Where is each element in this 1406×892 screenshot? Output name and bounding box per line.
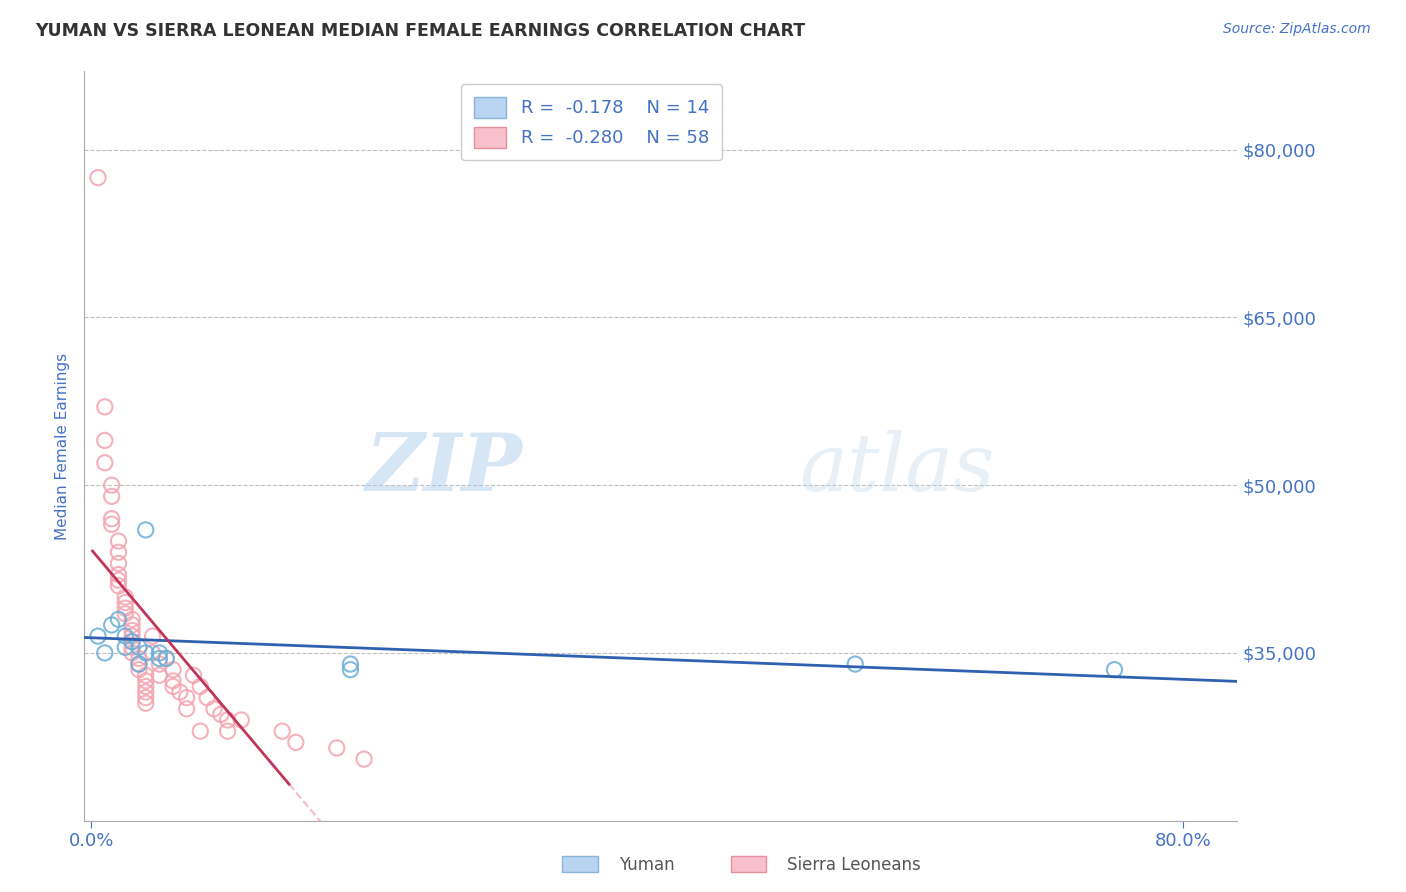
Point <box>121 629 143 643</box>
Point <box>100 489 122 503</box>
Point <box>121 612 143 626</box>
Point <box>339 657 361 671</box>
Point <box>121 646 143 660</box>
Point <box>148 646 170 660</box>
Point <box>128 640 150 655</box>
Point <box>100 618 122 632</box>
Point <box>121 624 143 638</box>
Point <box>217 713 239 727</box>
Point <box>128 657 150 671</box>
Point <box>94 434 117 448</box>
Point <box>231 713 253 727</box>
Point <box>94 400 117 414</box>
Point <box>217 724 239 739</box>
Point <box>135 680 157 694</box>
Point <box>114 590 136 604</box>
Point <box>155 651 177 665</box>
Text: Yuman: Yuman <box>619 856 675 874</box>
Point <box>121 640 143 655</box>
Text: ZIP: ZIP <box>366 430 523 508</box>
Point <box>87 629 110 643</box>
Point <box>114 640 136 655</box>
Point <box>162 680 184 694</box>
Point <box>353 752 375 766</box>
Point <box>188 724 211 739</box>
Text: atlas: atlas <box>799 430 994 508</box>
Point <box>148 668 170 682</box>
Point <box>114 629 136 643</box>
Point <box>135 673 157 688</box>
Point <box>162 663 184 677</box>
Point <box>209 707 232 722</box>
Point <box>183 668 205 682</box>
Point <box>107 534 129 549</box>
Point <box>100 478 122 492</box>
Point <box>176 690 198 705</box>
Point <box>135 646 157 660</box>
Y-axis label: Median Female Earnings: Median Female Earnings <box>55 352 70 540</box>
Point <box>202 702 225 716</box>
Point <box>135 685 157 699</box>
Point <box>94 646 117 660</box>
Point <box>326 741 349 756</box>
Point <box>87 170 110 185</box>
Point <box>155 651 177 665</box>
Text: Source: ZipAtlas.com: Source: ZipAtlas.com <box>1223 22 1371 37</box>
Point <box>142 646 165 660</box>
Point <box>188 680 211 694</box>
Point <box>107 557 129 571</box>
Point <box>271 724 294 739</box>
Point <box>135 668 157 682</box>
Point <box>121 618 143 632</box>
Point <box>169 685 191 699</box>
Point <box>107 567 129 582</box>
Point <box>121 634 143 648</box>
Point <box>148 651 170 665</box>
Point <box>107 545 129 559</box>
Point <box>128 651 150 665</box>
Point <box>844 657 866 671</box>
Point <box>284 735 307 749</box>
Point <box>135 523 157 537</box>
Point <box>107 573 129 587</box>
Point <box>100 511 122 525</box>
Point <box>176 702 198 716</box>
Point <box>114 607 136 621</box>
Point <box>94 456 117 470</box>
Point <box>114 601 136 615</box>
Point <box>162 673 184 688</box>
Point <box>107 579 129 593</box>
Point <box>128 657 150 671</box>
Point <box>128 663 150 677</box>
Text: YUMAN VS SIERRA LEONEAN MEDIAN FEMALE EARNINGS CORRELATION CHART: YUMAN VS SIERRA LEONEAN MEDIAN FEMALE EA… <box>35 22 806 40</box>
Point <box>135 696 157 710</box>
Point <box>339 663 361 677</box>
Point <box>148 657 170 671</box>
Legend: R =  -0.178    N = 14, R =  -0.280    N = 58: R = -0.178 N = 14, R = -0.280 N = 58 <box>461 84 721 161</box>
Point <box>142 629 165 643</box>
Point <box>107 612 129 626</box>
Point <box>1104 663 1126 677</box>
Point <box>135 690 157 705</box>
Text: Sierra Leoneans: Sierra Leoneans <box>787 856 921 874</box>
Point <box>121 634 143 648</box>
Point <box>195 690 218 705</box>
Point <box>114 596 136 610</box>
Point <box>100 517 122 532</box>
